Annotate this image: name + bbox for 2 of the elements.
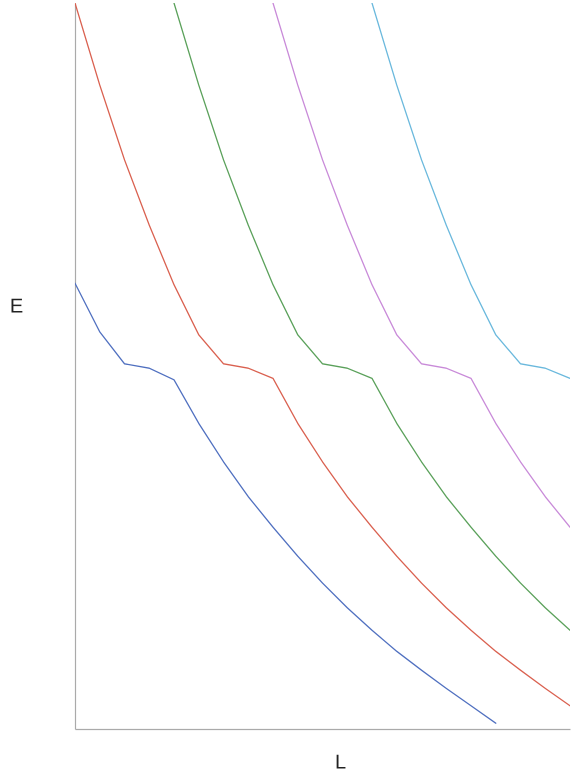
x-axis-title: L: [334, 752, 346, 774]
y-axis-title: E: [10, 296, 24, 318]
